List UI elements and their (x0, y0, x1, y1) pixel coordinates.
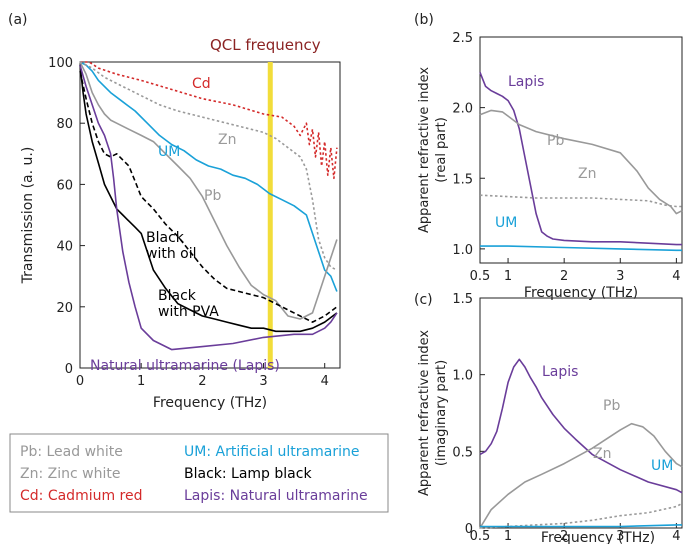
x-tick-label: 3 (259, 374, 267, 389)
series-line-um (79, 61, 338, 292)
series-label: Lapis (542, 364, 578, 380)
series-label: UM (651, 458, 673, 474)
y-tick-label: 100 (48, 56, 73, 71)
series-label: Lapis (508, 74, 544, 90)
y-tick-label: 1.5 (452, 292, 473, 307)
x-axis-label: Frequency (THz) (153, 395, 267, 411)
legend-entry: Cd: Cadmium red (20, 488, 143, 504)
series-line-pb (79, 61, 338, 320)
legend-box (9, 433, 389, 513)
y-tick-label: 1.0 (452, 243, 473, 258)
series-label: Zn (593, 446, 611, 462)
x-tick-label: 4 (672, 269, 680, 284)
series-line-pb (479, 422, 683, 529)
series-label: Pb (204, 188, 221, 204)
series-line-um (480, 245, 682, 252)
series-line-zn (479, 194, 682, 208)
x-tick-label: 3 (616, 529, 624, 544)
series-label: Pb (547, 133, 564, 149)
series-line-lapis (79, 64, 338, 351)
legend-entry: Pb: Lead white (20, 444, 123, 460)
y-axis-label: Apparent refractive index (417, 67, 432, 233)
x-tick-label: 4 (672, 529, 680, 544)
y-axis-label: Transmission (a. u.) (20, 147, 36, 285)
y-tick-label: 1.5 (452, 172, 473, 187)
series-label: UM (495, 215, 517, 231)
y-tick-label: 80 (56, 117, 73, 132)
x-tick-label: 2 (198, 374, 206, 389)
y-tick-label: 2.0 (452, 102, 473, 117)
series-line-zn (479, 502, 683, 529)
y-tick-label: 0.5 (452, 445, 473, 460)
y-tick-label: 2.5 (452, 31, 473, 46)
plot-frame (479, 36, 683, 264)
x-tick-label: 2 (560, 529, 568, 544)
x-tick-label: 1 (504, 269, 512, 284)
series-label: Cd (192, 76, 211, 92)
x-axis-label: Frequency (THz) (541, 530, 655, 544)
series-line-lapis (479, 358, 683, 494)
legend-entry: Zn: Zinc white (20, 466, 120, 482)
series-label: Natural ultramarine (Lapis) (90, 358, 280, 374)
series-line-cd (80, 61, 338, 180)
y-tick-label: 0 (465, 522, 473, 537)
legend-entry: UM: Artificial ultramarine (184, 444, 359, 460)
x-tick-label: 3 (616, 269, 624, 284)
series-label: Black (158, 288, 197, 304)
panel-label: (a) (8, 12, 28, 28)
y-tick-label: 0 (65, 362, 73, 377)
y-tick-label: 1.0 (452, 369, 473, 384)
series-line-zn (79, 61, 338, 271)
series-label: Pb (603, 398, 620, 414)
y-tick-label: 60 (56, 178, 73, 193)
series-label: Black (146, 230, 185, 246)
panel-label: (c) (414, 292, 433, 308)
qcl-frequency-label: QCL frequency (210, 36, 321, 54)
x-tick-label: 2 (560, 269, 568, 284)
panel-label: (b) (414, 12, 434, 28)
series-line-lapis (479, 72, 682, 246)
x-tick-label: 1 (137, 374, 145, 389)
y-tick-label: 40 (56, 240, 73, 255)
x-axis-label: Frequency (THz) (524, 285, 638, 301)
series-label: with oil (146, 246, 197, 262)
series-label: with PVA (158, 304, 219, 320)
y-axis-label-unit: (imaginary part) (434, 360, 449, 466)
x-tick-label: 4 (321, 374, 329, 389)
y-tick-label: 20 (56, 301, 73, 316)
x-tick-label: 0.5 (470, 269, 491, 284)
x-tick-label: 1 (504, 529, 512, 544)
series-line-pb (479, 109, 683, 215)
series-line-black (79, 65, 338, 333)
plot-frame (79, 61, 341, 369)
plot-frame (479, 297, 683, 529)
series-line-um (480, 524, 682, 528)
series-line-black (79, 71, 338, 323)
series-label: Zn (218, 132, 236, 148)
series-label: Zn (578, 166, 596, 182)
y-axis-label-unit: (real part) (434, 117, 449, 183)
legend-entry: Black: Lamp black (184, 466, 312, 482)
y-axis-label: Apparent refractive index (417, 330, 432, 496)
x-tick-label: 0.5 (470, 529, 491, 544)
series-label: UM (158, 144, 180, 160)
legend-entry: Lapis: Natural ultramarine (184, 488, 368, 504)
x-tick-label: 0 (76, 374, 84, 389)
